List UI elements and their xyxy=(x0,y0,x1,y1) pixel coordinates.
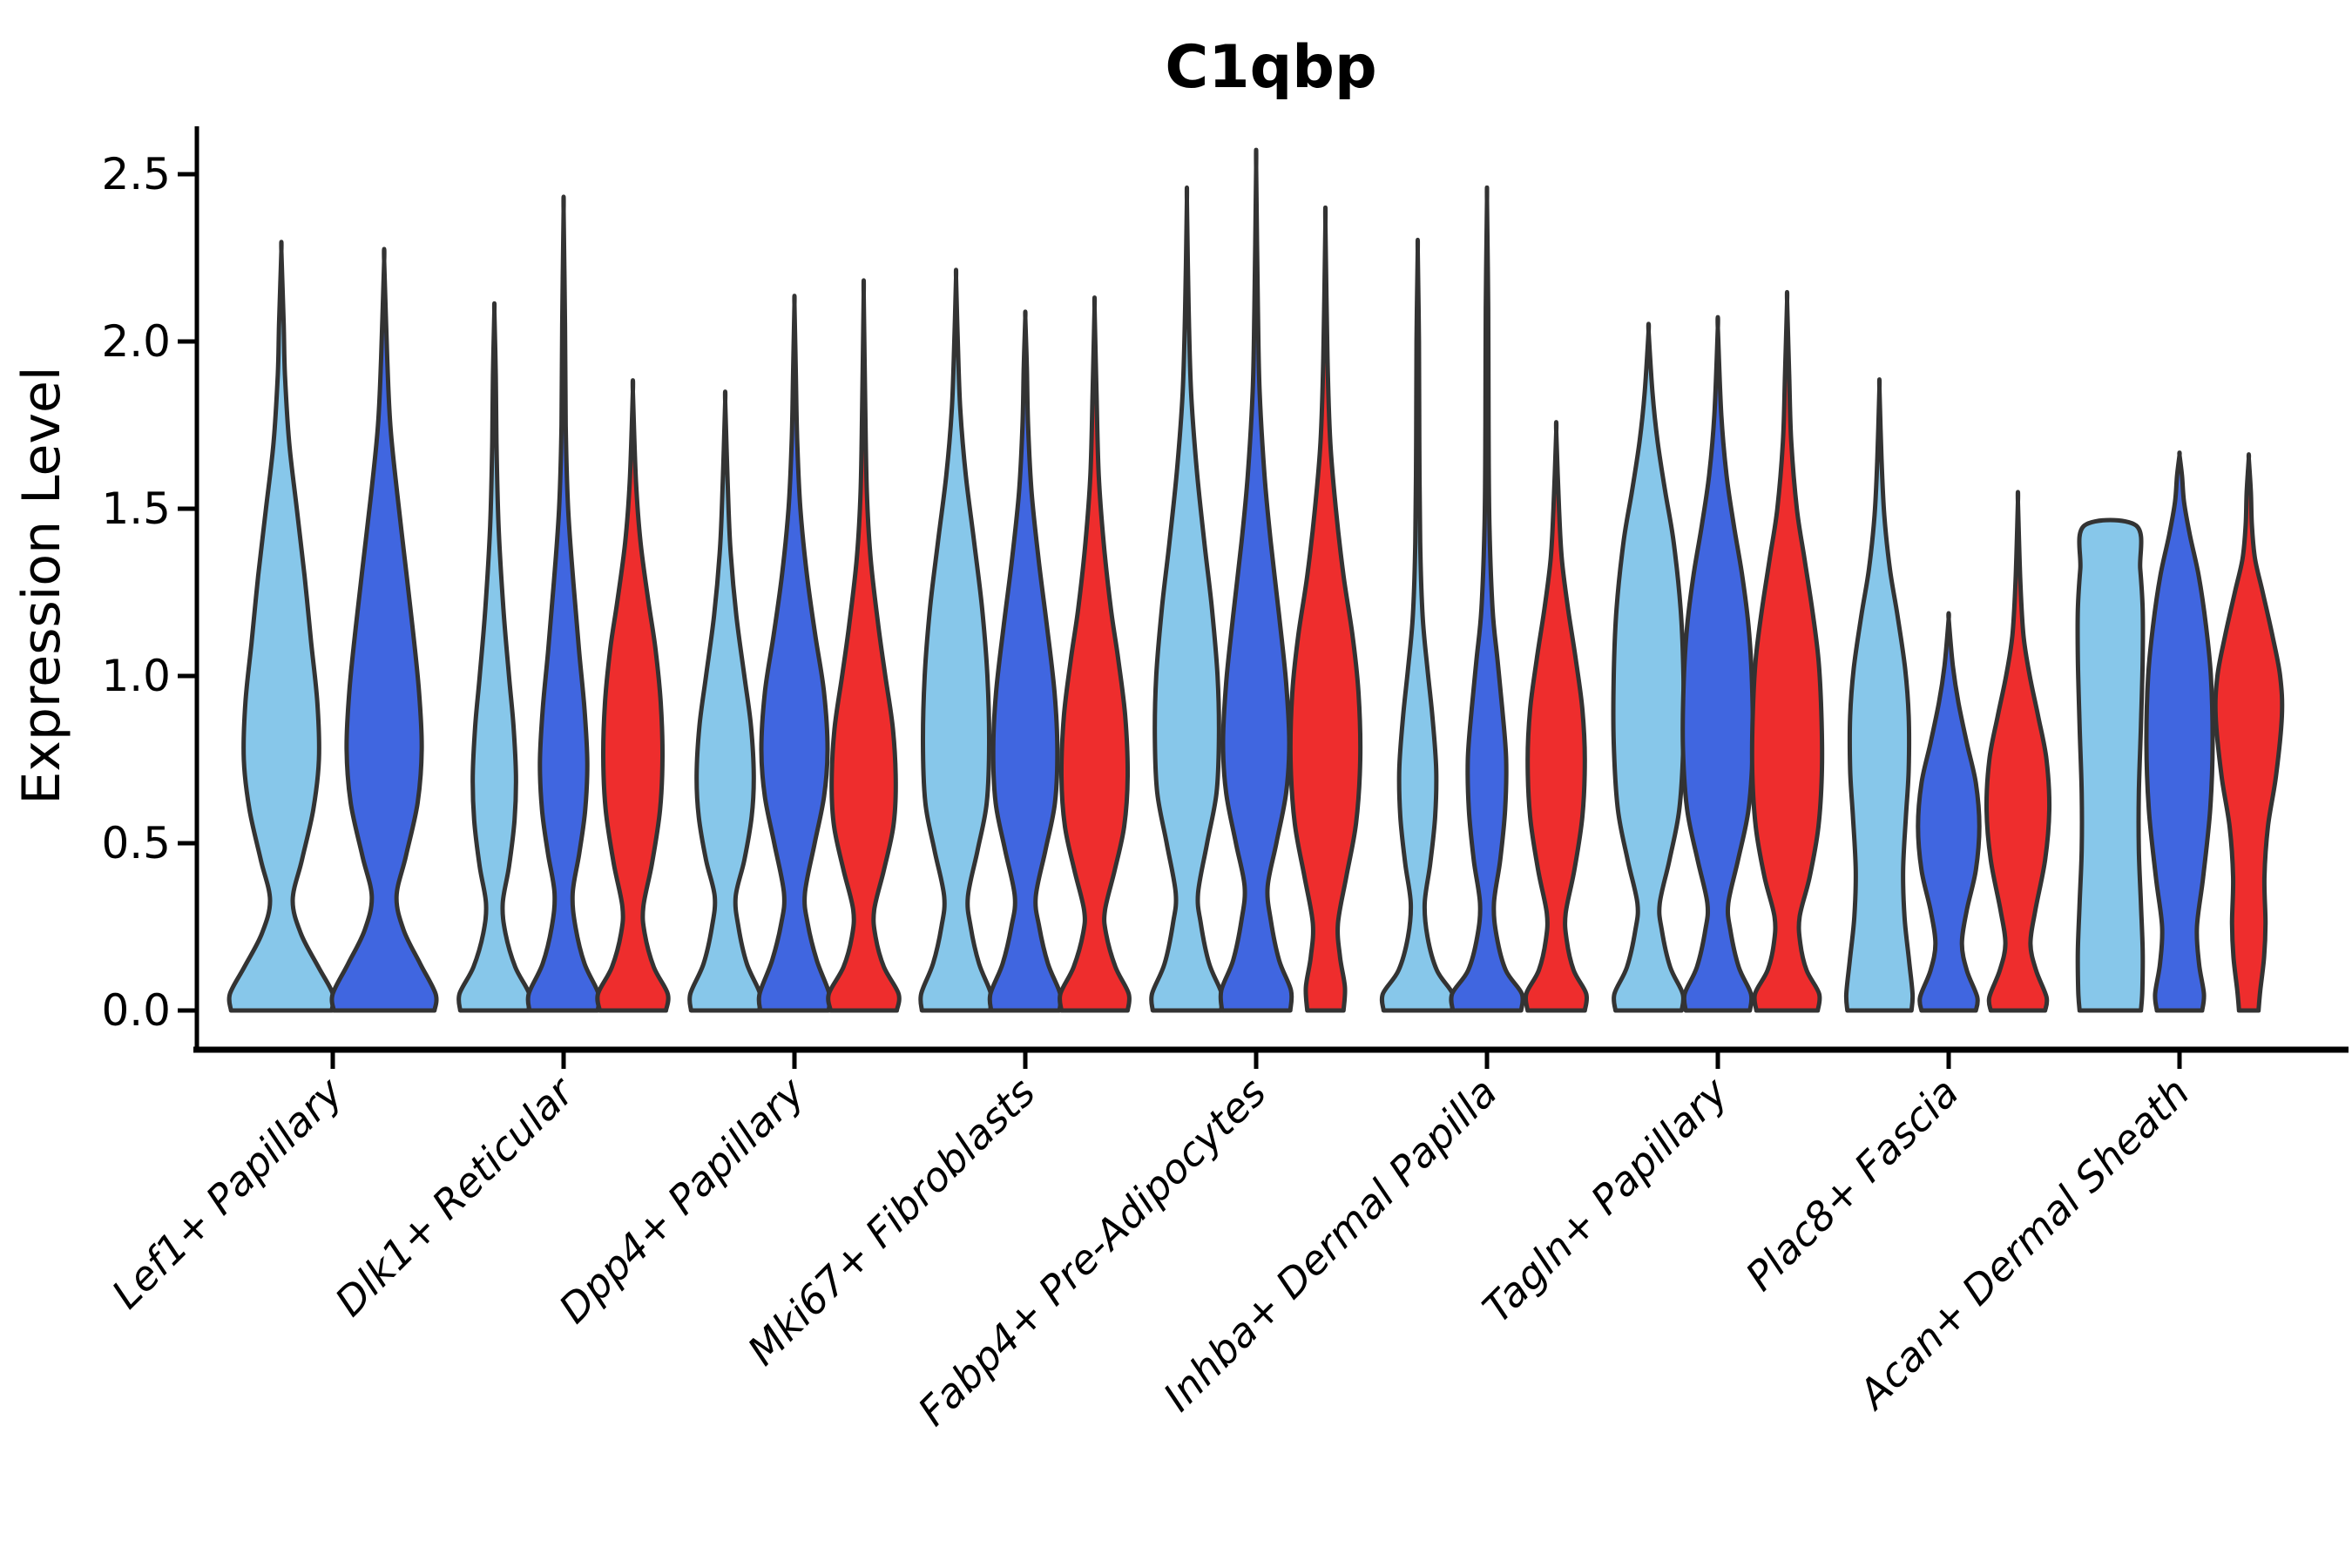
violin xyxy=(1749,289,1825,1013)
violin xyxy=(2075,517,2146,1013)
y-tick-label: 0.5 xyxy=(101,818,171,868)
violin xyxy=(1057,295,1132,1013)
violin xyxy=(226,240,336,1013)
violin xyxy=(525,194,602,1013)
violin xyxy=(2213,452,2285,1013)
violin xyxy=(1523,420,1590,1013)
violin xyxy=(1149,185,1225,1013)
y-tick-label: 1.0 xyxy=(101,651,171,701)
violin xyxy=(1611,321,1686,1013)
violin xyxy=(1218,147,1294,1013)
chart-title: C1qbp xyxy=(1165,33,1376,102)
y-tick-label: 1.5 xyxy=(101,483,171,534)
violin xyxy=(1379,237,1456,1013)
y-axis-label: Expression Level xyxy=(11,366,72,804)
violin xyxy=(987,309,1064,1013)
violin xyxy=(595,378,671,1013)
y-tick-label: 2.5 xyxy=(101,149,171,199)
violin xyxy=(2144,450,2215,1013)
violin xyxy=(329,247,439,1013)
violin xyxy=(1449,185,1525,1013)
violin xyxy=(1288,205,1363,1013)
violin xyxy=(456,301,532,1013)
y-tick-label: 0.0 xyxy=(101,985,171,1036)
violin xyxy=(918,267,994,1013)
violin xyxy=(1843,377,1916,1013)
violin xyxy=(1916,611,1982,1013)
violin xyxy=(1680,314,1755,1013)
violins-layer xyxy=(226,147,2285,1013)
violin xyxy=(687,389,763,1013)
violin xyxy=(826,278,902,1013)
violin xyxy=(756,294,833,1013)
y-tick-label: 2.0 xyxy=(101,316,171,367)
violin xyxy=(1984,490,2052,1013)
y-axis-ticks: 0.0 0.5 1.0 1.5 2.0 2.5 xyxy=(101,149,197,1036)
